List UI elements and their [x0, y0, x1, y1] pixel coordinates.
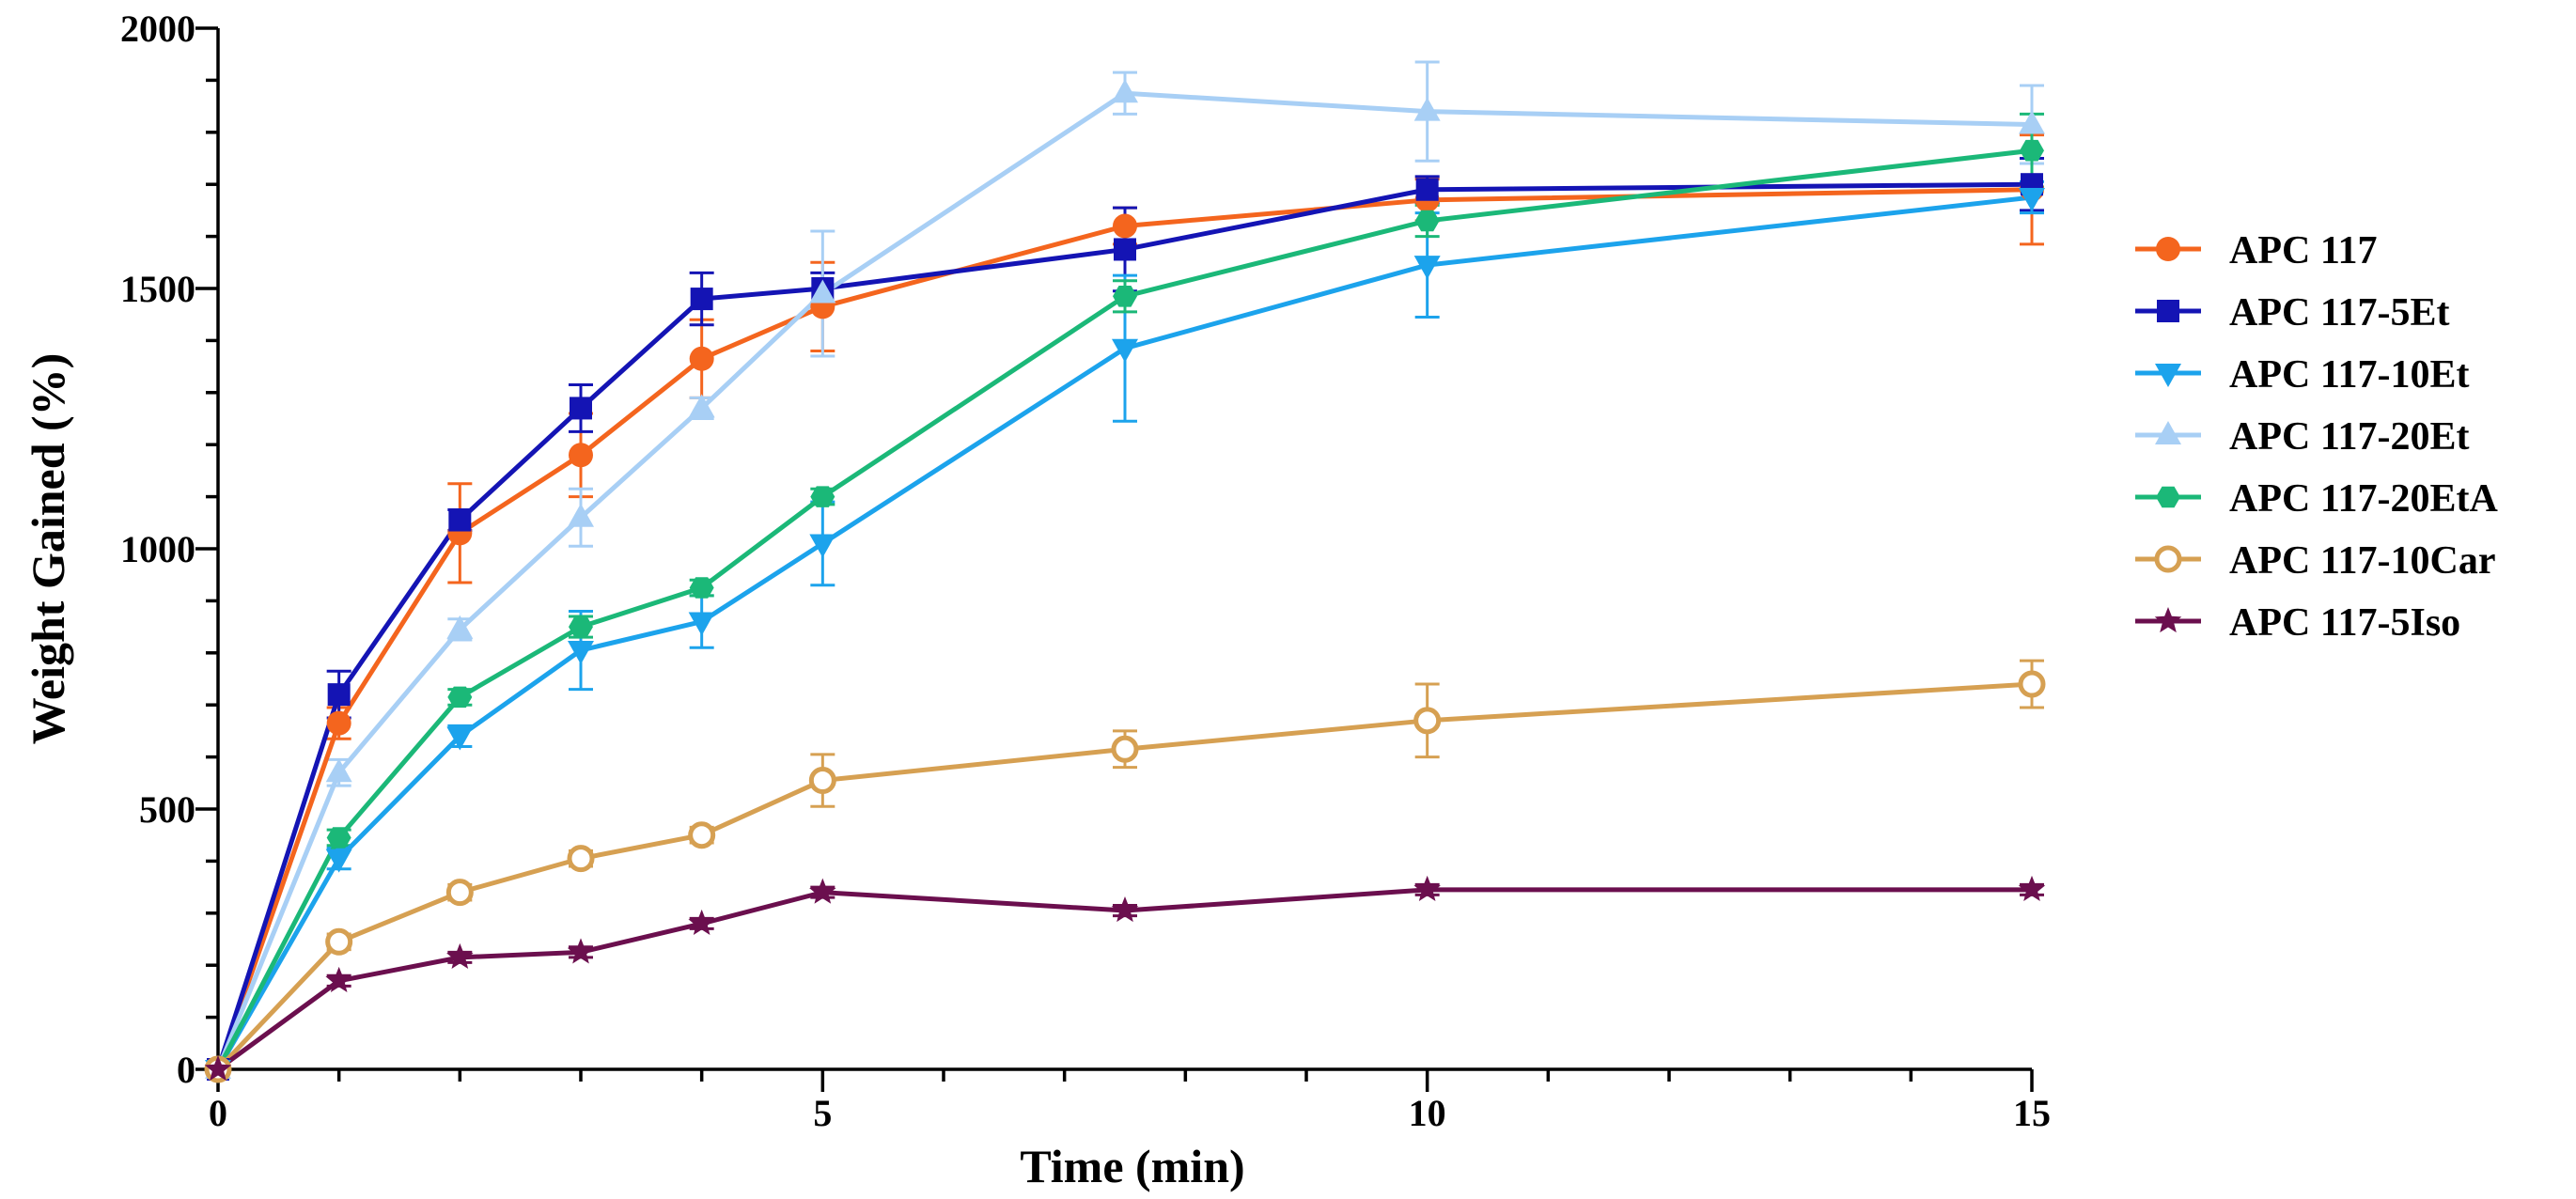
data-point-apc-117-20et: [568, 503, 594, 527]
series-markers: [204, 79, 2046, 1083]
data-point-apc-117-5et: [570, 397, 592, 420]
data-point-apc-117-5iso: [1413, 875, 1441, 902]
x-tick-label: 0: [209, 1092, 227, 1134]
legend-marker-apc-117: [2156, 237, 2180, 261]
legend-marker-apc-117-10et: [2155, 364, 2181, 387]
data-point-apc-117-10et: [1413, 256, 1441, 280]
data-point-apc-117-20et: [325, 758, 352, 783]
legend-marker-apc-117-5et: [2157, 300, 2179, 322]
data-point-apc-117-10et: [1112, 338, 1138, 363]
data-point-apc-117-20et: [1112, 79, 1138, 103]
data-point-apc-117-5iso: [446, 942, 474, 970]
data-point-apc-117-5iso: [567, 938, 595, 964]
data-point-apc-117: [1113, 213, 1137, 239]
data-point-apc-117: [326, 710, 351, 736]
data-point-apc-117-20et: [446, 615, 474, 639]
data-point-apc-117-5et: [1114, 238, 1136, 261]
legend-label-apc-117-5et: APC 117-5Et: [2229, 291, 2450, 335]
legend-marker-apc-117-5iso: [2154, 607, 2182, 633]
data-point-apc-117-10et: [809, 534, 836, 558]
data-point-apc-117-20eta: [810, 486, 835, 507]
data-point-apc-117-10et: [446, 726, 474, 751]
data-point-apc-117-5iso: [2018, 875, 2046, 902]
data-point-apc-117-20eta: [2020, 139, 2044, 162]
legend-label-apc-117-10car: APC 117-10Car: [2229, 539, 2495, 583]
data-point-apc-117-10et: [568, 641, 594, 665]
data-point-apc-117-5iso: [204, 1055, 232, 1082]
data-point-apc-117-10car: [1111, 735, 1139, 763]
data-point-apc-117-20eta: [1113, 286, 1137, 307]
data-point-apc-117-10car: [2018, 670, 2046, 698]
y-tick-label: 500: [139, 788, 195, 831]
data-point-apc-117: [569, 443, 593, 468]
legend-label-apc-117-10et: APC 117-10Et: [2229, 353, 2470, 397]
legend-marker-apc-117-10car: [2154, 545, 2182, 573]
data-point-apc-117-10car: [808, 767, 836, 795]
data-point-apc-117-20eta: [447, 686, 473, 708]
x-tick-label: 10: [1409, 1092, 1446, 1134]
legend: APC 117 APC 117-5Et APC 117-10Et APC 117-20…: [2135, 229, 2498, 645]
y-tick-label: 1000: [120, 528, 195, 570]
data-point-apc-117-20et: [1413, 97, 1441, 121]
data-point-apc-117-10car: [445, 879, 474, 907]
data-point-apc-117-5iso: [688, 909, 715, 936]
data-point-apc-117-10et: [2019, 188, 2045, 212]
data-point-apc-117-20et: [809, 279, 836, 304]
data-point-apc-117-20eta: [1414, 210, 1440, 232]
legend-label-apc-117-20et: APC 117-20Et: [2229, 415, 2470, 459]
x-tick-label: 15: [2013, 1092, 2051, 1134]
x-tick-label: 5: [813, 1092, 832, 1134]
data-point-apc-117-10car: [567, 845, 595, 873]
data-point-apc-117-5iso: [809, 878, 836, 904]
data-point-apc-117-20et: [688, 394, 715, 418]
data-point-apc-117-20et: [2019, 110, 2045, 134]
data-point-apc-117-5et: [690, 288, 713, 311]
data-point-apc-117-10et: [325, 849, 352, 873]
y-tick-label: 0: [177, 1049, 195, 1091]
data-point-apc-117-20eta: [569, 615, 593, 638]
data-point-apc-117-5et: [448, 508, 472, 532]
y-tick-label: 2000: [120, 8, 195, 50]
data-point-apc-117-5et: [327, 683, 351, 707]
x-axis-title: Time (min): [1020, 1140, 1244, 1192]
legend-label-apc-117-5iso: APC 117-5Iso: [2229, 601, 2460, 645]
data-point-apc-117-5iso: [325, 966, 352, 992]
legend-label-apc-117-20eta: APC 117-20EtA: [2229, 477, 2498, 521]
data-point-apc-117-10et: [688, 612, 715, 636]
legend-label-apc-117: APC 117: [2229, 229, 2378, 272]
legend-marker-apc-117-20et: [2155, 421, 2181, 444]
legend-marker-apc-117-20eta: [2156, 486, 2180, 508]
data-point-apc-117: [689, 346, 714, 371]
ticks: 0 5 10 15 0 500 1000 1500 2000: [120, 8, 2051, 1134]
y-axis-title: Weight Gained (%): [22, 353, 74, 745]
data-point-apc-117-10car: [1413, 707, 1442, 735]
data-point-apc-117-5iso: [1111, 896, 1139, 923]
data-point-apc-117-20eta: [326, 827, 351, 849]
data-point-apc-117-10car: [325, 927, 353, 956]
data-point-apc-117-10car: [688, 821, 716, 849]
data-point-apc-117-5et: [1415, 178, 1439, 201]
data-point-apc-117-20eta: [689, 577, 714, 599]
y-tick-label: 1500: [120, 268, 195, 310]
